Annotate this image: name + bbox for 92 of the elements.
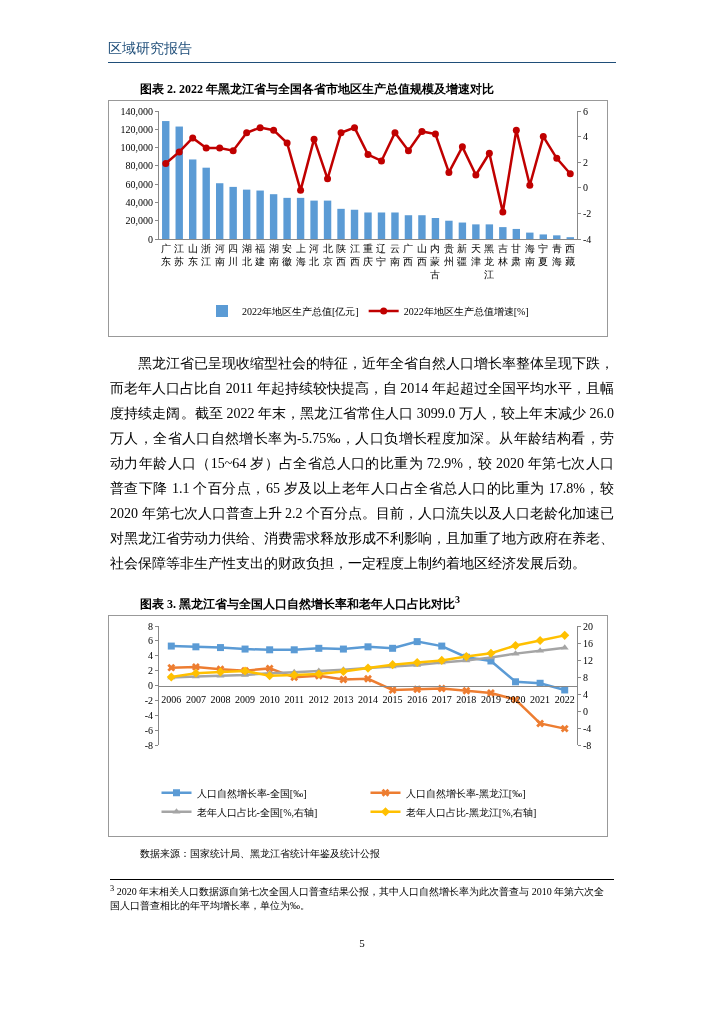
x-tick-label: 西藏 (565, 243, 576, 267)
x-tick-label: 2008 (210, 693, 231, 705)
y2-tick-label: 20 (583, 620, 593, 632)
x-tick-label: 宁夏 (538, 243, 549, 267)
x-tick-label: 2006 (161, 693, 182, 705)
y-tick-label: 2 (148, 665, 153, 677)
legend-label: 2022年地区生产总值[亿元] (242, 306, 359, 317)
x-tick-label: 2010 (259, 693, 280, 705)
source-note: 数据来源：国家统计局、黑龙江省统计年鉴及统计公报 (140, 847, 381, 861)
y-tick-label: -6 (144, 724, 153, 736)
y2-tick-label: -4 (583, 722, 592, 734)
x-tick-label: 2017 (431, 693, 452, 705)
x-tick-label: 2009 (235, 693, 256, 705)
y-tick-label: 40,000 (125, 196, 153, 208)
x-tick-label: 海南 (524, 243, 535, 267)
x-tick-label: 贵州 (443, 243, 454, 267)
text: 区域研究报告 (108, 40, 616, 63)
x-tick-label: 黑龙江 (484, 243, 495, 280)
x-tick-label: 2012 (308, 693, 329, 705)
y-tick-label: 100,000 (120, 142, 153, 154)
y-tick-label: -4 (144, 709, 153, 721)
y2-tick-label: 0 (583, 182, 588, 194)
x-tick-label: 2013 (333, 693, 354, 705)
y2-tick-label: 12 (583, 654, 593, 666)
x-tick-label: 吉林 (496, 243, 508, 267)
y2-tick-label: 0 (583, 705, 588, 717)
x-tick-label: 2014 (358, 693, 378, 705)
x-tick-label: 2007 (185, 693, 206, 705)
legend-label: 2022年地区生产总值增速[%] (403, 306, 529, 317)
x-tick-label: 江苏 (174, 243, 185, 267)
y-tick-label: -2 (144, 694, 153, 706)
x-tick-label: 河北 (309, 243, 320, 267)
x-tick-label: 2016 (407, 693, 428, 705)
text: 5 (358, 937, 366, 952)
x-tick-label: 广东 (160, 243, 171, 267)
x-tick-label: 山东 (187, 243, 198, 267)
y2-tick-label: -4 (583, 233, 592, 245)
y2-tick-label: -8 (583, 739, 592, 751)
x-tick-label: 福建 (254, 243, 266, 267)
y-tick-label: 140,000 (120, 105, 153, 117)
x-tick-label: 重庆 (363, 243, 373, 267)
x-tick-label: 浙江 (201, 243, 212, 267)
x-tick-label: 新疆 (457, 243, 468, 267)
y2-tick-label: 2 (583, 156, 588, 168)
x-tick-label: 青海 (551, 243, 562, 267)
x-tick-label: 上海 (295, 243, 306, 267)
legend-label: 老年人口占比-全国[%,右轴] (196, 806, 318, 818)
x-tick-label: 北京 (322, 243, 333, 267)
x-tick-label: 内蒙古 (430, 243, 441, 280)
x-tick-label: 陕西 (336, 243, 347, 267)
x-tick-label: 云南 (389, 243, 400, 267)
x-tick-label: 2020 (505, 693, 526, 705)
legend-label: 人口自然增长率-全国[‰] (196, 787, 307, 799)
x-tick-label: 2019 (480, 693, 501, 705)
x-tick-label: 2018 (456, 693, 477, 705)
x-tick-label: 广西 (403, 243, 414, 267)
y2-tick-label: 4 (583, 688, 588, 700)
y-tick-label: 120,000 (120, 123, 153, 135)
y-tick-label: 0 (148, 680, 153, 691)
legend-label: 人口自然增长率-黑龙江[‰] (405, 787, 526, 799)
x-tick-label: 2021 (530, 693, 551, 705)
x-tick-label: 四川 (228, 243, 239, 267)
x-tick-label: 湖北 (241, 243, 252, 267)
y2-tick-label: 8 (583, 671, 588, 683)
x-tick-label: 2011 (284, 693, 305, 705)
y-tick-label: 4 (148, 650, 153, 662)
y2-tick-label: 4 (583, 131, 588, 143)
x-tick-label: 辽宁 (376, 243, 387, 267)
x-tick-label: 湖南 (268, 243, 279, 267)
y2-tick-label: 6 (583, 105, 588, 117)
y2-tick-label: 16 (583, 637, 593, 649)
x-tick-label: 安徽 (282, 243, 293, 267)
y2-tick-label: -2 (583, 207, 592, 219)
y-tick-label: -8 (144, 739, 153, 751)
chart-title: 图表 3. 黑龙江省与全国人口自然增长率和老年人口占比对比$^{3}$ (140, 594, 461, 613)
text: $^{3}$ 2020 年末相关人口数据源自第七次全国人口普查结果公报，其中人口自然增长率为此次普查与 2010 年第六次全国人口普查相比的年平均增长率，单位为‰。 (110, 884, 606, 914)
y-tick-label: 80,000 (125, 160, 153, 172)
y-tick-label: 8 (148, 620, 153, 632)
chart-title: 图表 2. 2022 年黑龙江省与全国各省市地区生产总值规模及增速对比 (140, 81, 495, 98)
x-tick-label: 河南 (214, 243, 225, 267)
y-tick-label: 60,000 (125, 178, 153, 190)
x-tick-label: 天津 (470, 243, 481, 267)
x-tick-label: 2022 (554, 693, 575, 705)
y-tick-label: 6 (148, 635, 153, 647)
y-tick-label: 0 (148, 233, 153, 245)
x-tick-label: 2015 (382, 693, 403, 705)
x-tick-label: 甘肃 (511, 243, 522, 267)
text: 黑龙江省已呈现收缩型社会的特征，近年全省自然人口增长率整体呈现下跌，而老年人口占比自 2011 年起持续较快提高，自 2014 年起超过全国平均水平，且幅度持续走阔。截至 2022 年末，黑龙江省常住人口 3099.0 万人，较上年末减少 26.0 万人，全省人口自然增长率为-5.75‰，人口负增长程度加深。从年龄结构看，劳动力年龄人口（15~64 岁）占全省总人口的比重为 72.9%，较 2020 年第七次人口普查下降 1.1 个百分点，65 岁及以上老年人口占全省总人口的比重为 17.8%，较 2020 年第七次人口普查上升 2.2 个百分点。目前，人口流失以及人口老龄化加速已对黑龙江省劳动力供给、消费需求释放形成不利影响，且加重了地方政府在养老、社会保障等非生产性支出的财政负担，一定程度上制约着地区经济发展后劲。 (110, 356, 614, 571)
x-tick-label: 山西 (416, 243, 427, 267)
y-tick-label: 20,000 (125, 215, 153, 227)
legend-label: 老年人口占比-黑龙江[%,右轴] (405, 806, 537, 818)
x-tick-label: 江西 (349, 243, 360, 267)
